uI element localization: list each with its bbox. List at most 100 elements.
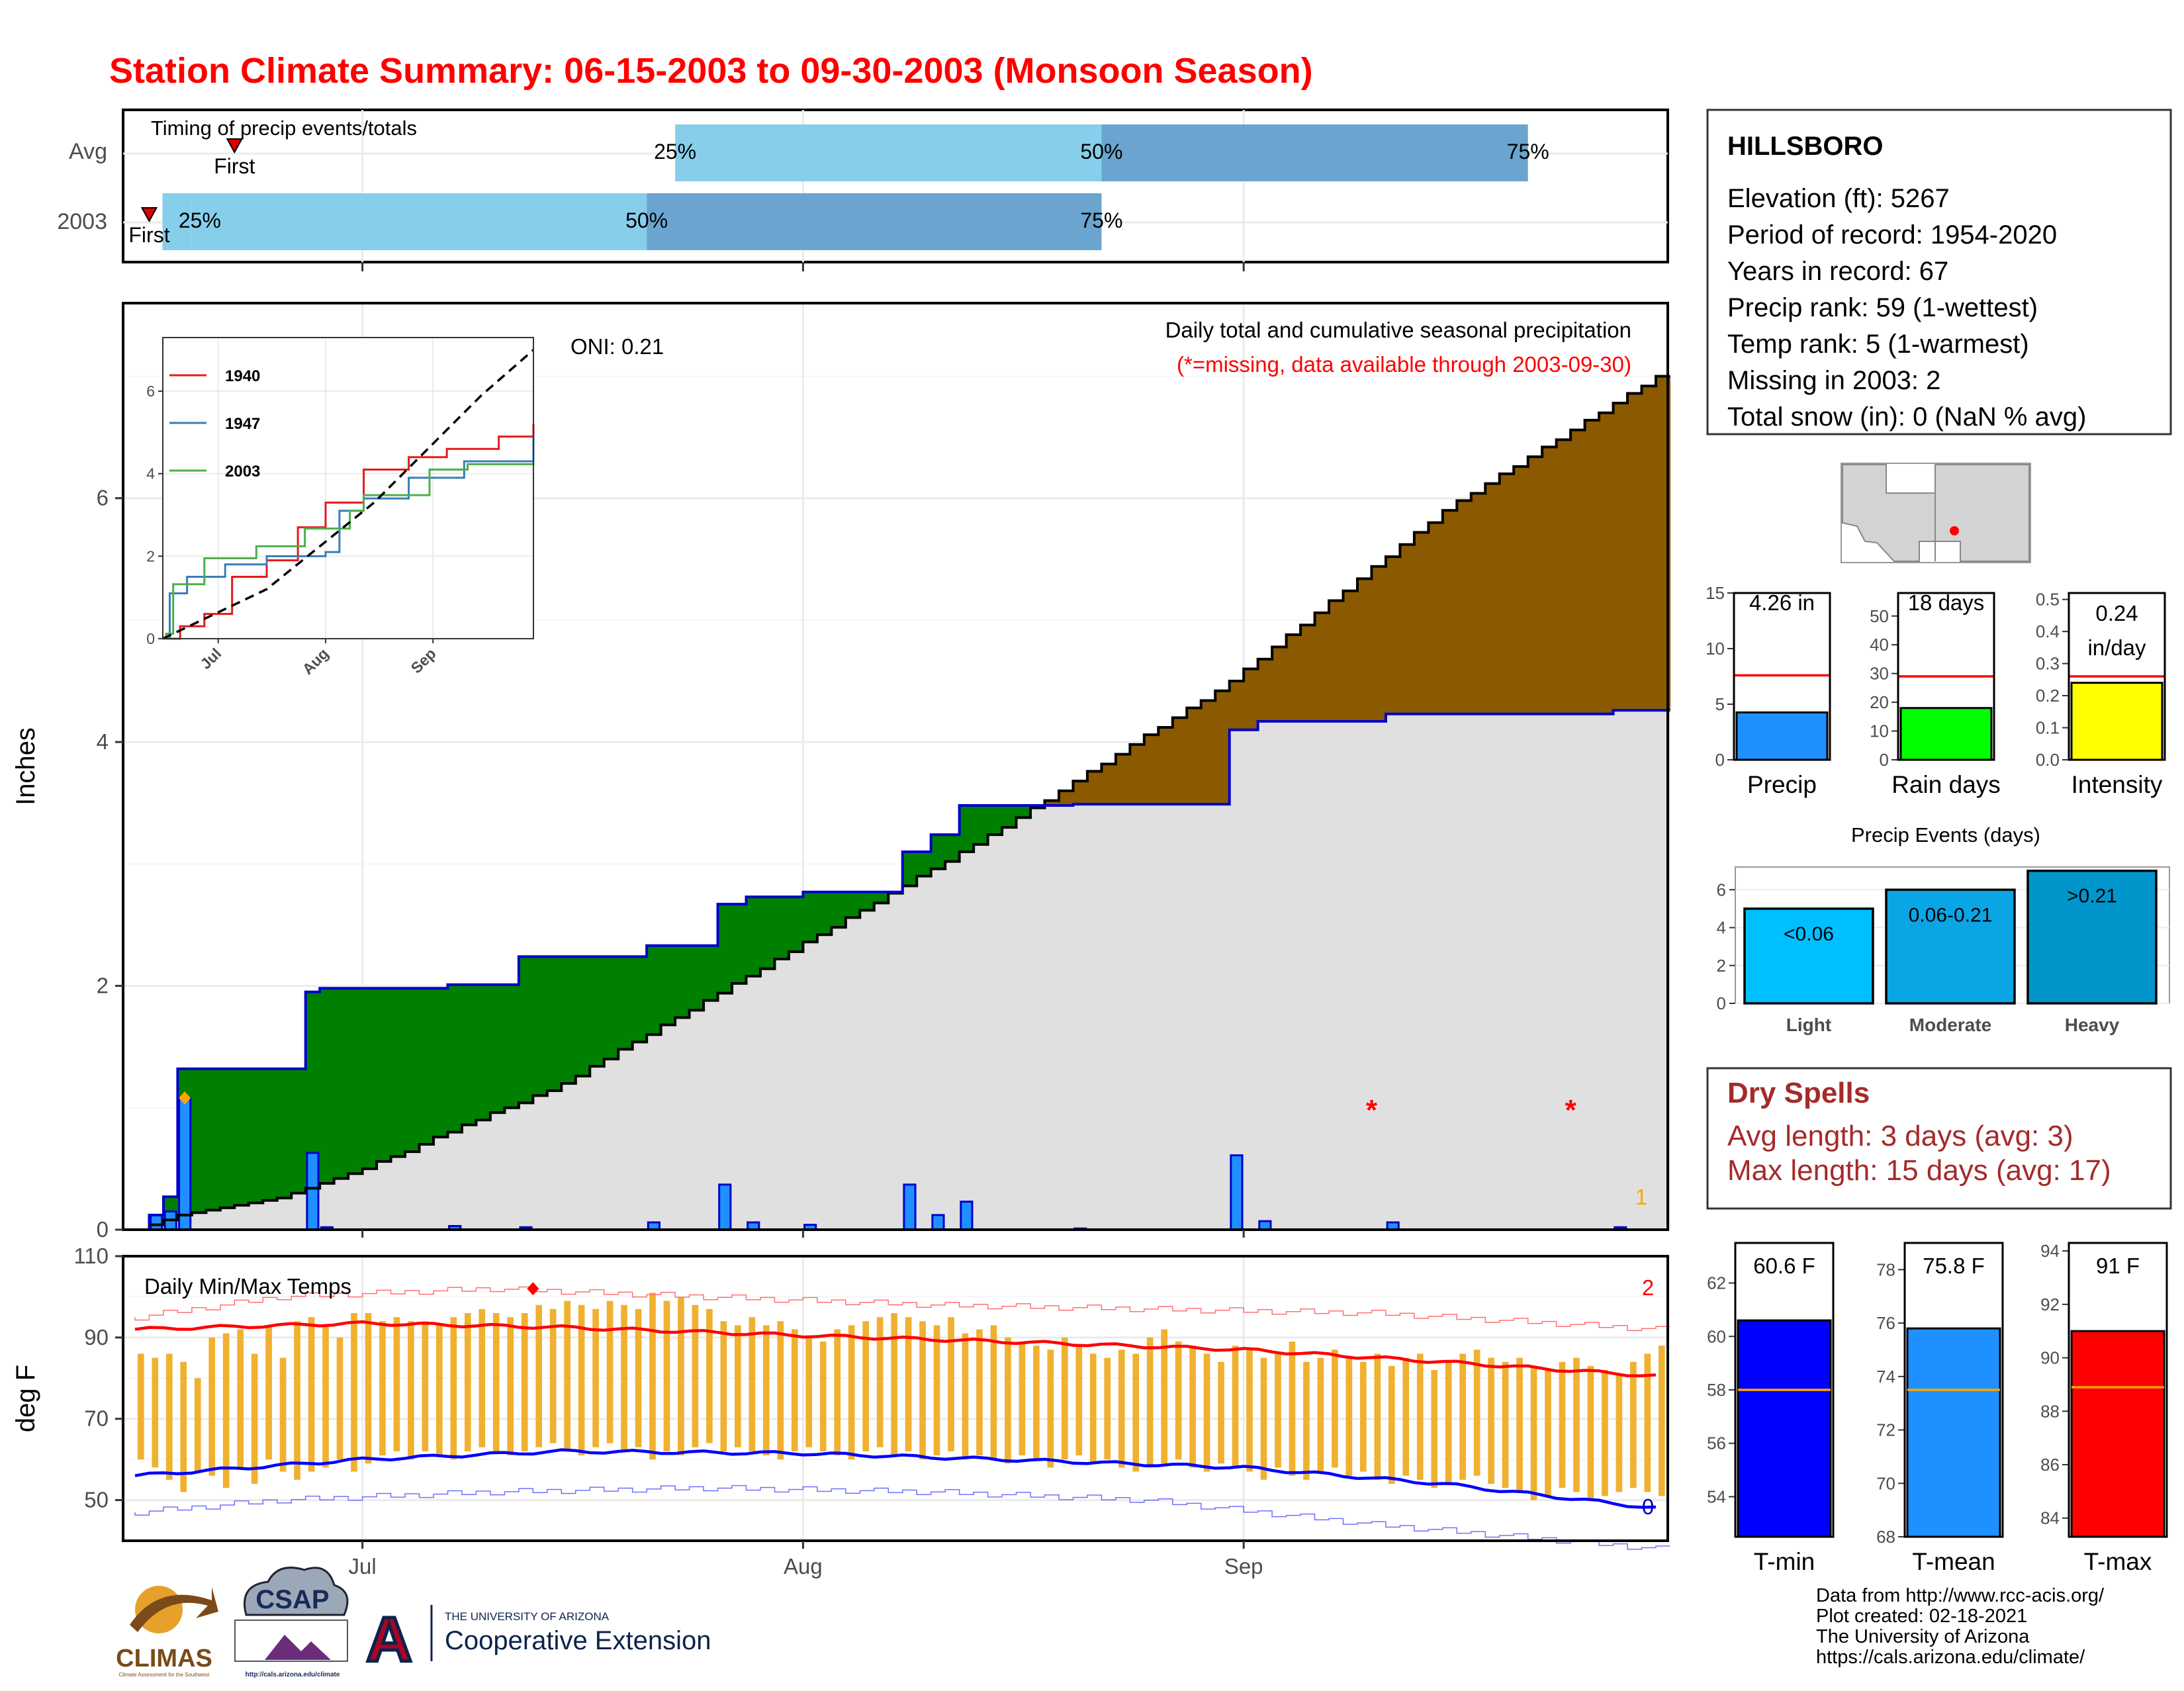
- temp-range-bar-29: [549, 1308, 557, 1443]
- avg-min-temp-line: [134, 1448, 1657, 1509]
- oni-label: ONI: 0.21: [570, 334, 664, 359]
- temp-range-bar-96: [1502, 1361, 1509, 1488]
- temp-range-bars: [138, 1293, 1665, 1500]
- temp-range-bar-94: [1473, 1349, 1480, 1476]
- precip-surplus-seg-10: [277, 1068, 292, 1199]
- events-bar-label-Moderate: 0.06-0.21: [1909, 904, 1993, 926]
- temp-range-bar-56: [933, 1325, 940, 1455]
- precip-deficit-seg-70: [1130, 744, 1145, 805]
- timing-first-label-Avg: First: [214, 154, 255, 178]
- main-y-tick-label-2: 4: [97, 729, 109, 754]
- temp-range-bar-46: [791, 1329, 798, 1451]
- summary-y-tick-label-2-1: 0.1: [2036, 718, 2060, 738]
- main-precip-panel: 0 2 4 6 Inches ONI: 0.21 Daily total and cu…: [11, 302, 1671, 1242]
- precip-deficit-seg-66: [1073, 781, 1088, 805]
- temp-range-bar-19: [408, 1321, 414, 1460]
- summary-bar-Intensity: [2070, 682, 2163, 761]
- temp-range-bar-97: [1516, 1357, 1523, 1492]
- timing-pct-label-2003-0: 25%: [179, 208, 221, 232]
- precip-deficit-seg-100: [1556, 439, 1571, 714]
- main-y-tick-label-0: 0: [97, 1217, 109, 1242]
- summary-y-tick-label-1-5: 50: [1870, 606, 1889, 626]
- inset-legend-label-1947: 1947: [225, 415, 260, 433]
- dry-spells-frame: [1706, 1067, 2172, 1210]
- precip-surplus-seg-27: [518, 956, 533, 1103]
- temp-range-bar-99: [1545, 1370, 1551, 1496]
- temp-summary-y-tick-label-0-2: 58: [1707, 1380, 1726, 1400]
- precip-deficit-seg-82: [1300, 625, 1316, 721]
- main-count-label: 1: [1635, 1185, 1647, 1209]
- precip-deficit-seg-81: [1286, 635, 1301, 721]
- precip-deficit-seg-98: [1527, 457, 1543, 714]
- temp-summary-name-T-max: T-max: [2084, 1548, 2152, 1575]
- temp-range-bar-80: [1275, 1353, 1281, 1468]
- inset-y-tick-label-3: 6: [146, 383, 155, 400]
- precip-deficit-seg-83: [1314, 612, 1330, 721]
- temp-range-bar-5: [208, 1337, 216, 1476]
- temp-summary-bar-T-mean: [1906, 1327, 2001, 1538]
- precip-surplus-seg-51: [860, 891, 875, 911]
- info-line-missing: Missing in 2003: 2: [1727, 366, 1940, 395]
- summary-name-Precip: Precip: [1747, 771, 1817, 798]
- precip-surplus-seg-33: [604, 956, 619, 1060]
- station-name: HILLSBORO: [1727, 132, 1884, 161]
- record-high-marker: [527, 1282, 539, 1296]
- ua-logo-main: Cooperative Extension: [445, 1626, 711, 1655]
- temp-range-bar-90: [1416, 1353, 1424, 1480]
- precip-surplus-seg-49: [831, 891, 846, 928]
- temp-range-bar-11: [294, 1321, 300, 1480]
- precip-surplus-seg-26: [504, 984, 520, 1108]
- summary-bar-Precip: [1735, 711, 1829, 761]
- temp-range-bar-43: [749, 1317, 756, 1451]
- precip-deficit-seg-103: [1599, 412, 1614, 714]
- avg-max-temp-line: [134, 1320, 1657, 1378]
- precip-surplus-seg-19: [405, 988, 420, 1152]
- precip-deficit-seg-96: [1499, 473, 1514, 714]
- precip-events-chart: 0 2 4 6 <0.06 Light 0.06-0.21 Moderate >0.21 Heav…: [1717, 866, 2170, 1035]
- precip-surplus-seg-13: [320, 988, 335, 1183]
- summary-frame-1: [1897, 592, 1995, 761]
- summary-value-label-Precip: 4.26 in: [1749, 590, 1815, 615]
- timing-pct-label-2003-2: 75%: [1080, 208, 1122, 232]
- temp-summary-value-T-max: 91 F: [2096, 1254, 2140, 1278]
- precip-surplus-seg-45: [774, 897, 790, 960]
- precip-surplus-seg-30: [561, 956, 576, 1083]
- precip-deficit-seg-74: [1187, 708, 1202, 805]
- inset-y-tick-label-0: 0: [146, 630, 155, 647]
- precip-surplus-seg-9: [263, 1068, 278, 1201]
- precip-deficit-seg-86: [1357, 578, 1373, 721]
- temp-range-bar-34: [621, 1304, 627, 1451]
- page-title: Station Climate Summary: 06-15-2003 to 0…: [109, 51, 1313, 91]
- precip-deficit-seg-95: [1485, 483, 1500, 714]
- precip-surplus-seg-12: [305, 991, 320, 1189]
- temp-y-tick-label-2: 90: [84, 1325, 109, 1349]
- temp-range-bar-65: [1061, 1337, 1068, 1460]
- inset-legend-label-1940: 1940: [225, 367, 260, 385]
- precip-surplus-seg-20: [419, 988, 434, 1145]
- precip-deficit-seg-90: [1414, 532, 1429, 714]
- temp-range-bar-70: [1132, 1353, 1140, 1472]
- precip-deficit-seg-78: [1244, 668, 1259, 730]
- timing-bars: 25%50%75%FirstLast25%50%75%FirstLast: [128, 124, 2074, 271]
- temp-x-tick-label-2: Sep: [1224, 1554, 1263, 1578]
- temp-range-bar-24: [478, 1308, 486, 1447]
- inset-series-line-1947: [163, 436, 535, 640]
- temp-range-bar-50: [848, 1325, 855, 1460]
- temp-summary-name-T-mean: T-mean: [1912, 1548, 1995, 1575]
- precip-deficit-seg-87: [1371, 566, 1387, 721]
- main-subtitle: Daily total and cumulative seasonal prec…: [1165, 318, 1631, 342]
- precip-surplus-seg-25: [490, 984, 505, 1113]
- precip-deficit-seg-64: [1044, 800, 1060, 805]
- daily-precip-bar-41: [718, 1183, 732, 1231]
- summary-y-tick-label-1-1: 10: [1870, 721, 1889, 741]
- summary-y-tick-label-1-3: 30: [1870, 664, 1889, 684]
- precip-surplus-seg-47: [803, 891, 818, 942]
- station-info-box: HILLSBORO Elevation (ft): 5267 Period of…: [1706, 109, 2172, 435]
- temp-range-bar-93: [1459, 1353, 1466, 1480]
- precip-deficit-seg-77: [1229, 681, 1244, 730]
- precip-surplus-seg-59: [974, 805, 989, 845]
- temp-count-low: 0: [1642, 1494, 1654, 1519]
- temp-range-bar-91: [1431, 1370, 1438, 1488]
- temp-range-bar-20: [422, 1321, 429, 1451]
- temp-summary-y-tick-label-1-2: 72: [1876, 1420, 1895, 1440]
